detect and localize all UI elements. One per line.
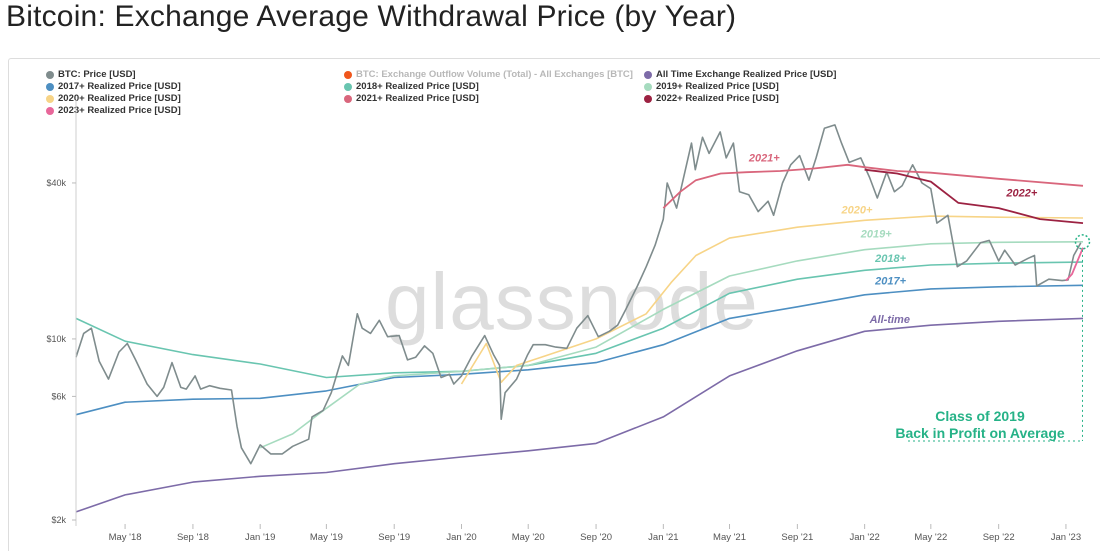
legend-dot-icon [644, 82, 652, 91]
x-tick-label: Sep '19 [378, 532, 410, 543]
x-tick-label: May '20 [512, 532, 545, 543]
legend-item-2023-realized[interactable]: 2023+ Realized Price [USD] [46, 105, 181, 116]
x-tick-label: Jan '19 [245, 532, 275, 543]
legend-dot-icon [344, 82, 352, 91]
series-label-2019-realized-price-usd: 2019+ [860, 229, 892, 241]
legend-label: 2021+ Realized Price [USD] [356, 93, 479, 104]
series-label-all-time-exchange-realized-price-usd: All-time [869, 314, 910, 326]
series-label-2017-realized-price-usd: 2017+ [874, 276, 906, 288]
series-line-2018-realized-price-usd [75, 261, 1084, 379]
legend-dot-icon [46, 94, 54, 103]
callout-line-2: Back in Profit on Average [895, 425, 1065, 441]
series-line-2020-realized-price-usd [460, 215, 1084, 385]
legend-dot-icon [644, 94, 652, 103]
y-tick-label: $6k [51, 391, 66, 401]
series-line-2023-realized-price-usd [1065, 247, 1084, 282]
legend-item-exchange-outflow[interactable]: BTC: Exchange Outflow Volume (Total) - A… [344, 69, 633, 80]
legend-item-2017-realized[interactable]: 2017+ Realized Price [USD] [46, 81, 181, 92]
legend-dot-icon [344, 70, 352, 79]
legend-item-2018-realized[interactable]: 2018+ Realized Price [USD] [344, 81, 479, 92]
legend-item-2020-realized[interactable]: 2020+ Realized Price [USD] [46, 93, 181, 104]
legend-item-2021-realized[interactable]: 2021+ Realized Price [USD] [344, 93, 479, 104]
x-tick-label: Sep '18 [177, 532, 209, 543]
legend-dot-icon [46, 70, 54, 79]
y-tick-label: $2k [51, 515, 66, 525]
legend-item-2019-realized[interactable]: 2019+ Realized Price [USD] [644, 81, 779, 92]
x-tick-label: May '22 [914, 532, 947, 543]
legend-label: BTC: Price [USD] [58, 69, 136, 80]
x-tick-label: Sep '21 [781, 532, 813, 543]
x-tick-label: Jan '21 [648, 532, 678, 543]
legend-dot-icon [46, 106, 54, 115]
series-label-2022-realized-price-usd: 2022+ [1005, 187, 1037, 199]
series-line-2019-realized-price-usd [259, 241, 1084, 449]
chart-frame [8, 58, 1100, 551]
chart-series [75, 124, 1084, 513]
legend-dot-icon [644, 70, 652, 79]
legend-label: 2022+ Realized Price [USD] [656, 93, 779, 104]
legend-label: 2020+ Realized Price [USD] [58, 93, 181, 104]
legend-item-btc-price[interactable]: BTC: Price [USD] [46, 69, 136, 80]
x-tick-label: Jan '23 [1051, 532, 1081, 543]
x-tick-label: Jan '22 [849, 532, 879, 543]
x-tick-label: May '21 [713, 532, 746, 543]
series-label-2020-realized-price-usd: 2020+ [840, 204, 872, 216]
series-line-all-time-exchange-realized-price-usd [75, 317, 1084, 513]
chart-annotation [908, 234, 1091, 442]
chart-series-labels: All-time 2017+ 2018+ 2019+ 2020+ 2021+ 2022+ [748, 152, 1038, 326]
series-line-2017-realized-price-usd [75, 284, 1084, 416]
legend-label: 2023+ Realized Price [USD] [58, 105, 181, 116]
legend-label: 2019+ Realized Price [USD] [656, 81, 779, 92]
x-tick-label: Sep '20 [580, 532, 612, 543]
series-label-2021-realized-price-usd: 2021+ [748, 152, 780, 164]
legend-dot-icon [46, 82, 54, 91]
legend-label: All Time Exchange Realized Price [USD] [656, 69, 837, 80]
series-line-2022-realized-price-usd [864, 168, 1084, 224]
legend-item-all-time-realized[interactable]: All Time Exchange Realized Price [USD] [644, 69, 836, 80]
highlight-circle [1074, 234, 1091, 250]
x-tick-label: Sep '22 [983, 532, 1015, 543]
y-tick-label: $40k [46, 178, 66, 188]
legend-item-2022-realized[interactable]: 2022+ Realized Price [USD] [644, 93, 779, 104]
callout-annotation: Class of 2019 Back in Profit on Average [880, 408, 1080, 442]
y-tick-label: $10k [46, 334, 66, 344]
legend-label: 2017+ Realized Price [USD] [58, 81, 181, 92]
series-label-2018-realized-price-usd: 2018+ [874, 253, 906, 265]
legend-dot-icon [344, 94, 352, 103]
x-tick-label: May '19 [310, 532, 343, 543]
x-tick-label: May '18 [109, 532, 142, 543]
chart-axes: $2k $6k $10k $40k May '18 Sep '18 Jan '19 May '… [46, 100, 1081, 543]
page-title: Bitcoin: Exchange Average Withdrawal Pri… [6, 0, 737, 33]
legend: BTC: Price [USD] BTC: Exchange Outflow V… [0, 0, 1100, 116]
callout-line-1: Class of 2019 [935, 408, 1025, 424]
legend-label: BTC: Exchange Outflow Volume (Total) - A… [356, 69, 633, 80]
legend-label: 2018+ Realized Price [USD] [356, 81, 479, 92]
x-tick-label: Jan '20 [446, 532, 476, 543]
series-line-2021-realized-price-usd [662, 163, 1084, 209]
